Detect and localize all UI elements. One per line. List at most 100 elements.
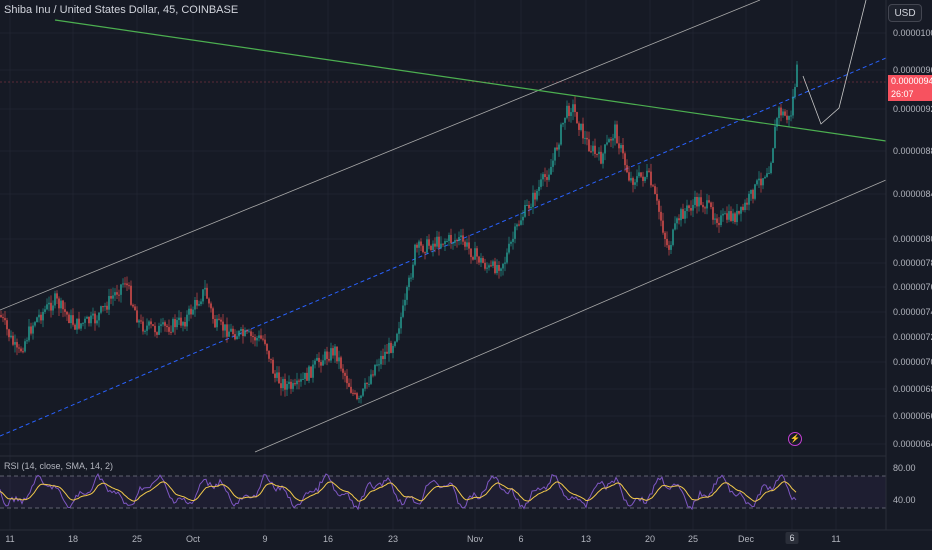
candle-body (232, 328, 234, 335)
candle-body (224, 324, 226, 331)
candle-body (408, 277, 410, 288)
candle-body (88, 316, 90, 324)
candle-body (234, 334, 236, 340)
candle-body (670, 244, 672, 250)
candle-body (644, 177, 646, 181)
candle-body (580, 123, 582, 130)
candle-body (188, 308, 190, 315)
candle-body (136, 310, 138, 323)
candle-body (396, 333, 398, 342)
candle-body (690, 208, 692, 211)
candle-body (574, 104, 576, 113)
candle-body (720, 215, 722, 226)
drawings[interactable] (0, 0, 887, 453)
candle-body (312, 364, 314, 378)
price-axis-label: 0.00000780 (893, 258, 932, 268)
candle-body (654, 186, 656, 194)
candle-body (218, 318, 220, 320)
candle-body (668, 245, 670, 250)
candle-body (240, 328, 242, 332)
candle-body (100, 306, 102, 313)
candle-body (666, 238, 668, 246)
candle-body (440, 243, 442, 248)
candle-body (734, 213, 736, 223)
candle-body (534, 192, 536, 200)
candle-body (212, 308, 214, 319)
candle-body (222, 321, 224, 331)
candle-body (150, 321, 152, 325)
candle-body (34, 322, 36, 326)
candle-body (356, 393, 358, 400)
candle-body (402, 305, 404, 317)
symbol-title[interactable]: Shiba Inu / United States Dollar, 45, CO… (4, 4, 239, 16)
candle-body (566, 105, 568, 118)
candle-body (62, 300, 64, 310)
channel-upper-line[interactable] (0, 0, 761, 311)
candle-body (674, 223, 676, 230)
candle-body (680, 209, 682, 221)
candle-body (548, 174, 550, 180)
channel-lower-line[interactable] (254, 179, 887, 453)
candle-body (788, 115, 790, 120)
candle-body (452, 242, 454, 244)
candle-body (464, 241, 466, 247)
candle-body (774, 126, 776, 149)
candle-body (244, 330, 246, 337)
candle-body (84, 318, 86, 323)
candle-body (366, 382, 368, 384)
candle-body (134, 306, 136, 311)
candle-body (422, 245, 424, 253)
currency-button[interactable]: USD (888, 4, 922, 22)
channel-mid-line[interactable] (0, 57, 887, 437)
candle-body (726, 213, 728, 220)
candle-body (400, 316, 402, 329)
candle-body (490, 265, 492, 267)
candle-body (146, 325, 148, 331)
candle-body (140, 320, 142, 322)
candle-body (524, 205, 526, 217)
candle-body (38, 314, 40, 318)
candle-body (568, 105, 570, 116)
candle-body (784, 111, 786, 116)
candle-body (606, 142, 608, 145)
candle-body (116, 292, 118, 295)
rsi-ma-line (0, 481, 797, 502)
candle-body (702, 204, 704, 208)
projection-path[interactable] (802, 0, 867, 125)
candle-body (96, 320, 98, 324)
candle-body (326, 351, 328, 359)
candle-body (436, 236, 438, 247)
candle-body (220, 319, 222, 322)
candle-body (576, 112, 578, 124)
candle-body (290, 381, 292, 389)
candle-body (316, 357, 318, 361)
candle-body (60, 300, 62, 309)
candle-body (470, 248, 472, 258)
time-axis-label: 25 (131, 534, 143, 544)
candle-body (746, 202, 748, 205)
candle-body (514, 226, 516, 239)
rsi-title[interactable]: RSI (14, close, SMA, 14, 2) (4, 461, 114, 471)
price-axis-label: 0.00001000 (893, 28, 932, 38)
candle-body (358, 397, 360, 400)
current-price-tag[interactable]: 0.00000947 26:07 (888, 75, 932, 101)
candle-body (252, 335, 254, 338)
candle-body (794, 87, 796, 97)
candle-body (498, 264, 500, 271)
candle-body (276, 372, 278, 378)
time-axis-label: 9 (262, 534, 268, 544)
green-trendline[interactable] (54, 19, 887, 142)
candle-body (394, 341, 396, 346)
lightning-icon[interactable]: ⚡ (788, 432, 802, 446)
candle-body (616, 124, 618, 144)
candle-body (330, 348, 332, 361)
candle-body (442, 243, 444, 245)
candle-body (320, 362, 322, 366)
candle-body (390, 342, 392, 353)
candle-body (176, 320, 178, 328)
candle-body (632, 178, 634, 185)
candle-body (752, 189, 754, 199)
candle-body (638, 172, 640, 177)
